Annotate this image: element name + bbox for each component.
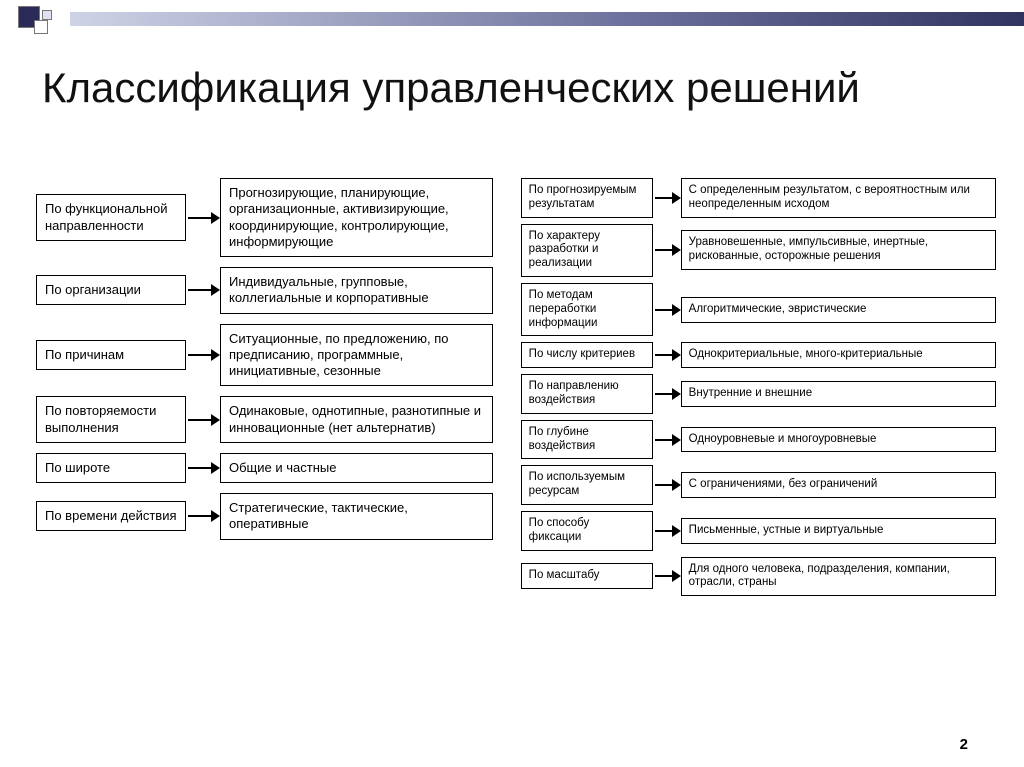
criterion-box: По времени действия	[36, 501, 186, 531]
classification-row: По причинам Ситуационные, по предложению,…	[36, 324, 493, 387]
classification-row: По методам переработки информации Алгорит…	[521, 283, 996, 336]
values-box: Одинаковые, однотипные, разнотипные и ин…	[220, 396, 493, 443]
classification-row: По широте Общие и частные	[36, 453, 493, 483]
classification-row: По организации Индивидуальные, групповые,…	[36, 267, 493, 314]
arrow-icon	[653, 303, 681, 317]
criterion-box: По функциональной направленности	[36, 194, 186, 241]
classification-row: По повторяемости выполнения Одинаковые, о…	[36, 396, 493, 443]
values-box: С определенным результатом, с вероятност…	[681, 178, 996, 218]
values-box: Одноуровневые и многоуровневые	[681, 427, 996, 453]
slide-title: Классификация управленческих решений	[42, 64, 860, 112]
values-box: Индивидуальные, групповые, коллегиальные…	[220, 267, 493, 314]
values-box: Ситуационные, по предложению, по предпис…	[220, 324, 493, 387]
arrow-icon	[186, 509, 220, 523]
values-box: Однокритериальные, много-критериальные	[681, 342, 996, 368]
left-column: По функциональной направленности Прогнози…	[36, 178, 493, 727]
values-box: Письменные, устные и виртуальные	[681, 518, 996, 544]
arrow-icon	[186, 211, 220, 225]
criterion-box: По способу фиксации	[521, 511, 653, 551]
arrow-icon	[653, 387, 681, 401]
arrow-icon	[653, 478, 681, 492]
criterion-box: По организации	[36, 275, 186, 305]
classification-row: По функциональной направленности Прогнози…	[36, 178, 493, 257]
arrow-icon	[186, 461, 220, 475]
classification-row: По используемым ресурсам С ограничениями,…	[521, 465, 996, 505]
criterion-box: По масштабу	[521, 563, 653, 589]
criterion-box: По широте	[36, 453, 186, 483]
classification-diagram: По функциональной направленности Прогнози…	[36, 178, 996, 727]
page-number: 2	[960, 736, 968, 753]
values-box: Общие и частные	[220, 453, 493, 483]
arrow-icon	[186, 413, 220, 427]
arrow-icon	[653, 569, 681, 583]
arrow-icon	[186, 348, 220, 362]
values-box: Стратегические, тактические, оперативные	[220, 493, 493, 540]
criterion-box: По направлению воздействия	[521, 374, 653, 414]
values-box: Уравновешенные, импульсивные, инертные, …	[681, 230, 996, 270]
arrow-icon	[653, 433, 681, 447]
classification-row: По времени действия Стратегические, такти…	[36, 493, 493, 540]
criterion-box: По используемым ресурсам	[521, 465, 653, 505]
criterion-box: По глубине воздействия	[521, 420, 653, 460]
arrow-icon	[653, 243, 681, 257]
criterion-box: По методам переработки информации	[521, 283, 653, 336]
values-box: С ограничениями, без ограничений	[681, 472, 996, 498]
classification-row: По способу фиксации Письменные, устные и …	[521, 511, 996, 551]
criterion-box: По характеру разработки и реализации	[521, 224, 653, 277]
values-box: Алгоритмические, эвристические	[681, 297, 996, 323]
classification-row: По глубине воздействия Одноуровневые и мн…	[521, 420, 996, 460]
values-box: Прогнозирующие, планирующие, организацио…	[220, 178, 493, 257]
right-column: По прогнозируемым результатам С определен…	[521, 178, 996, 727]
criterion-box: По повторяемости выполнения	[36, 396, 186, 443]
classification-row: По характеру разработки и реализации Урав…	[521, 224, 996, 277]
criterion-box: По прогнозируемым результатам	[521, 178, 653, 218]
criterion-box: По причинам	[36, 340, 186, 370]
arrow-icon	[653, 191, 681, 205]
arrow-icon	[186, 283, 220, 297]
classification-row: По прогнозируемым результатам С определен…	[521, 178, 996, 218]
arrow-icon	[653, 524, 681, 538]
arrow-icon	[653, 348, 681, 362]
classification-row: По масштабу Для одного человека, подразде…	[521, 557, 996, 597]
slide-top-decoration	[0, 0, 1024, 32]
classification-row: По направлению воздействия Внутренние и в…	[521, 374, 996, 414]
criterion-box: По числу критериев	[521, 342, 653, 368]
classification-row: По числу критериев Однокритериальные, мно…	[521, 342, 996, 368]
values-box: Внутренние и внешние	[681, 381, 996, 407]
values-box: Для одного человека, подразделения, комп…	[681, 557, 996, 597]
